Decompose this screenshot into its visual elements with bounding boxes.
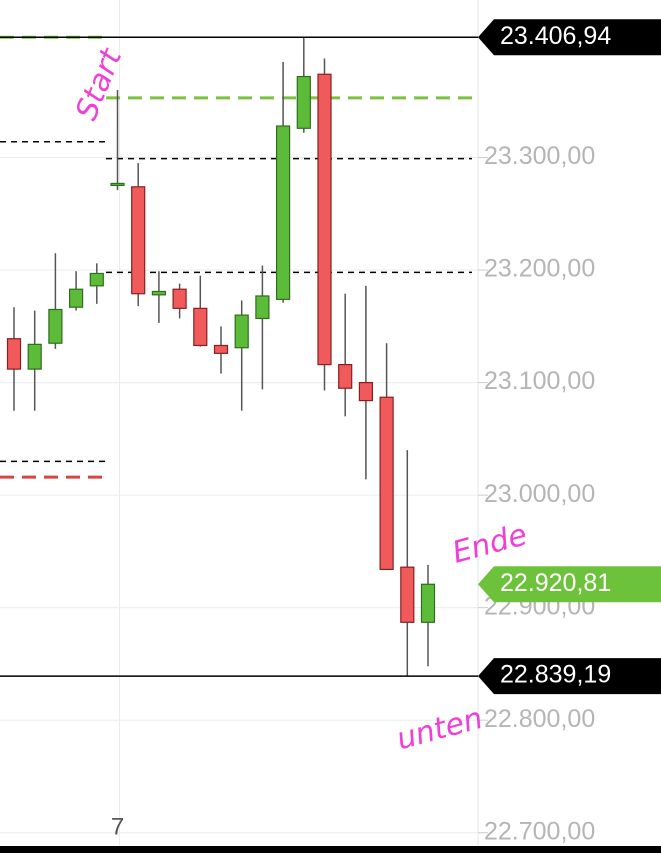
candle-body — [172, 288, 187, 309]
price-tag — [478, 566, 661, 603]
candle-body — [338, 364, 353, 389]
candle-body — [255, 295, 270, 320]
y-tick-label: 23.000,00 — [484, 480, 595, 508]
y-tick-label: 23.200,00 — [484, 255, 595, 283]
candle-body — [131, 186, 146, 295]
candle-body — [358, 382, 373, 402]
candle-body — [89, 272, 104, 287]
price-tag — [478, 658, 661, 695]
candle-body — [379, 396, 394, 571]
price-tag-label: 22.839,19 — [500, 661, 611, 689]
candle-body — [234, 314, 249, 349]
y-tick-label: 23.100,00 — [484, 367, 595, 395]
bottom-bar — [0, 846, 661, 853]
candle-body — [213, 344, 229, 354]
candle-body — [151, 290, 166, 296]
candle-body — [317, 73, 332, 366]
y-tick-label: 22.700,00 — [484, 817, 595, 845]
candle-body — [420, 583, 436, 623]
candle-body — [48, 308, 63, 344]
candle-body — [400, 566, 415, 623]
price-tag-label: 23.406,94 — [500, 22, 611, 50]
candle-body — [296, 75, 311, 129]
candle-body — [276, 125, 291, 300]
x-tick-label: 7 — [111, 813, 124, 840]
y-tick-label: 23.300,00 — [484, 142, 595, 170]
y-tick-label: 22.800,00 — [484, 705, 595, 733]
candle-body — [27, 343, 42, 370]
price-tag — [478, 19, 661, 56]
candle-body — [6, 338, 22, 370]
price-tag-label: 22.920,81 — [500, 569, 611, 597]
candle-body — [193, 307, 208, 347]
candle-body — [68, 288, 84, 308]
candle-body — [110, 182, 125, 187]
